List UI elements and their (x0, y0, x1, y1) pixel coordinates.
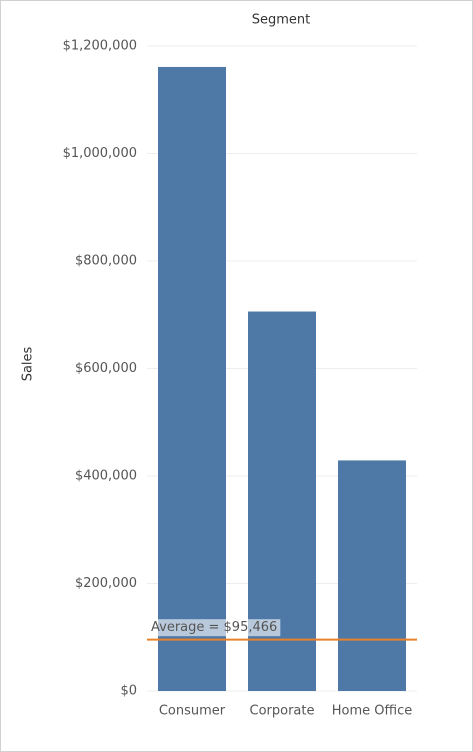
x-tick-label: Home Office (332, 704, 412, 719)
y-tick-label: $800,000 (75, 254, 137, 269)
y-axis-label: Sales (21, 346, 36, 381)
chart-title: Segment (252, 13, 311, 28)
reference-label-bg (148, 619, 281, 637)
x-tick-label: Corporate (250, 704, 315, 719)
y-tick-label: $1,200,000 (63, 39, 137, 54)
x-tick-label: Consumer (159, 704, 226, 719)
y-tick-label: $0 (120, 684, 137, 699)
y-tick-label: $200,000 (75, 576, 137, 591)
reference-label: Average = $95,466 (151, 620, 277, 635)
y-tick-label: $1,000,000 (63, 146, 137, 161)
y-tick-label: $600,000 (75, 361, 137, 376)
bar (338, 460, 406, 691)
y-tick-label: $400,000 (75, 469, 137, 484)
bar (158, 66, 226, 691)
